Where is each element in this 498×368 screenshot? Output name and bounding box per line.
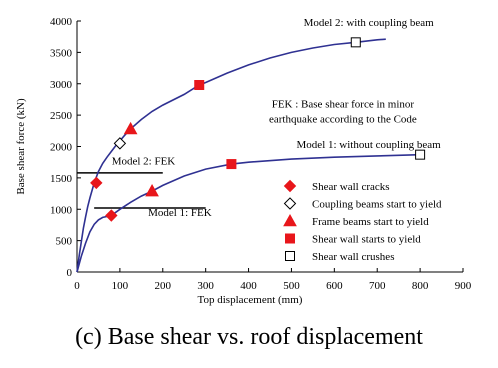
marker-diamond-filled	[90, 176, 103, 190]
legend-marker-square-filled	[285, 233, 295, 244]
x-tick-label: 0	[74, 280, 80, 292]
y-axis-label: Base shear force (kN)	[15, 98, 27, 195]
legend-marker-diamond-open	[283, 197, 297, 210]
marker-diamond-open	[113, 137, 127, 150]
y-tick-label: 4000	[50, 16, 73, 28]
y-tick-label: 2500	[50, 110, 73, 122]
annotation-text: FEK : Base shear force in minor	[272, 99, 415, 111]
legend-label: Shear wall starts to yield	[312, 234, 421, 246]
x-tick-label: 700	[369, 280, 386, 292]
x-tick-label: 300	[197, 280, 214, 292]
x-tick-label: 400	[240, 280, 257, 292]
y-tick-label: 1000	[50, 204, 73, 216]
marker-square-open	[350, 37, 361, 48]
legend-marker-square-open	[285, 251, 295, 261]
marker-triangle	[123, 121, 138, 135]
figure-caption: (c) Base shear vs. roof displacement	[75, 324, 423, 350]
legend-label: Shear wall cracks	[312, 181, 390, 193]
annotation-text: earthquake according to the Code	[269, 114, 417, 126]
annotation-text: Model 1: FEK	[148, 207, 212, 219]
legend-marker-diamond-filled	[283, 179, 297, 193]
marker-triangle	[145, 184, 159, 197]
x-tick-label: 900	[455, 280, 472, 292]
legend-marker-triangle	[283, 213, 297, 227]
y-tick-label: 2000	[50, 142, 73, 154]
x-tick-label: 200	[155, 280, 172, 292]
y-tick-label: 3500	[50, 47, 73, 59]
series-line-model-1	[76, 153, 421, 273]
marker-square-open	[415, 149, 426, 160]
annotation-text: Model 2: FEK	[112, 156, 176, 168]
marker-square-filled	[226, 159, 237, 170]
x-tick-label: 600	[326, 280, 343, 292]
x-axis-label: Top displacement (mm)	[198, 294, 303, 306]
legend-label: Coupling beams start to yield	[312, 199, 442, 211]
y-tick-label: 0	[67, 267, 73, 279]
x-tick-label: 800	[412, 280, 429, 292]
y-tick-label: 1500	[50, 173, 73, 185]
legend-label: Shear wall crushes	[312, 251, 394, 263]
y-tick-label: 500	[56, 236, 73, 248]
annotation-text: Model 2: with coupling beam	[304, 17, 435, 29]
x-tick-label: 500	[283, 280, 300, 292]
y-tick-label: 3000	[50, 79, 73, 91]
legend-label: Frame beams start to yield	[312, 216, 429, 228]
x-tick-label: 100	[112, 280, 129, 292]
marker-square-filled	[194, 80, 205, 91]
marker-diamond-filled	[105, 209, 118, 222]
annotation-text: Model 1: without coupling beam	[297, 139, 442, 151]
